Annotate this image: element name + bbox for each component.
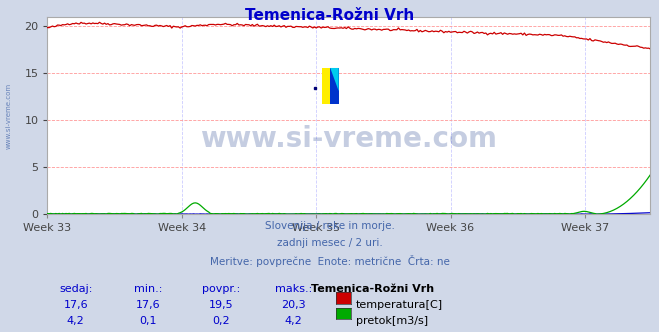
Text: sedaj:: sedaj: <box>59 284 92 294</box>
Text: Temenica-Rožni Vrh: Temenica-Rožni Vrh <box>245 8 414 23</box>
Text: povpr.:: povpr.: <box>202 284 240 294</box>
Text: Meritve: povprečne  Enote: metrične  Črta: ne: Meritve: povprečne Enote: metrične Črta:… <box>210 255 449 267</box>
Polygon shape <box>330 68 339 91</box>
Text: 17,6: 17,6 <box>136 300 161 310</box>
Text: 0,2: 0,2 <box>212 316 229 326</box>
Text: 20,3: 20,3 <box>281 300 306 310</box>
Text: min.:: min.: <box>134 284 163 294</box>
Text: 0,1: 0,1 <box>140 316 157 326</box>
Text: www.si-vreme.com: www.si-vreme.com <box>200 125 498 153</box>
FancyBboxPatch shape <box>322 68 330 104</box>
Text: Temenica-Rožni Vrh: Temenica-Rožni Vrh <box>311 284 434 294</box>
Text: pretok[m3/s]: pretok[m3/s] <box>356 316 428 326</box>
Text: 19,5: 19,5 <box>208 300 233 310</box>
Text: www.si-vreme.com: www.si-vreme.com <box>5 83 11 149</box>
Text: 4,2: 4,2 <box>67 316 84 326</box>
Text: zadnji mesec / 2 uri.: zadnji mesec / 2 uri. <box>277 238 382 248</box>
Text: 17,6: 17,6 <box>63 300 88 310</box>
Text: 4,2: 4,2 <box>285 316 302 326</box>
Text: temperatura[C]: temperatura[C] <box>356 300 443 310</box>
FancyBboxPatch shape <box>330 68 339 104</box>
Text: maks.:: maks.: <box>275 284 312 294</box>
Text: Slovenija / reke in morje.: Slovenija / reke in morje. <box>264 221 395 231</box>
